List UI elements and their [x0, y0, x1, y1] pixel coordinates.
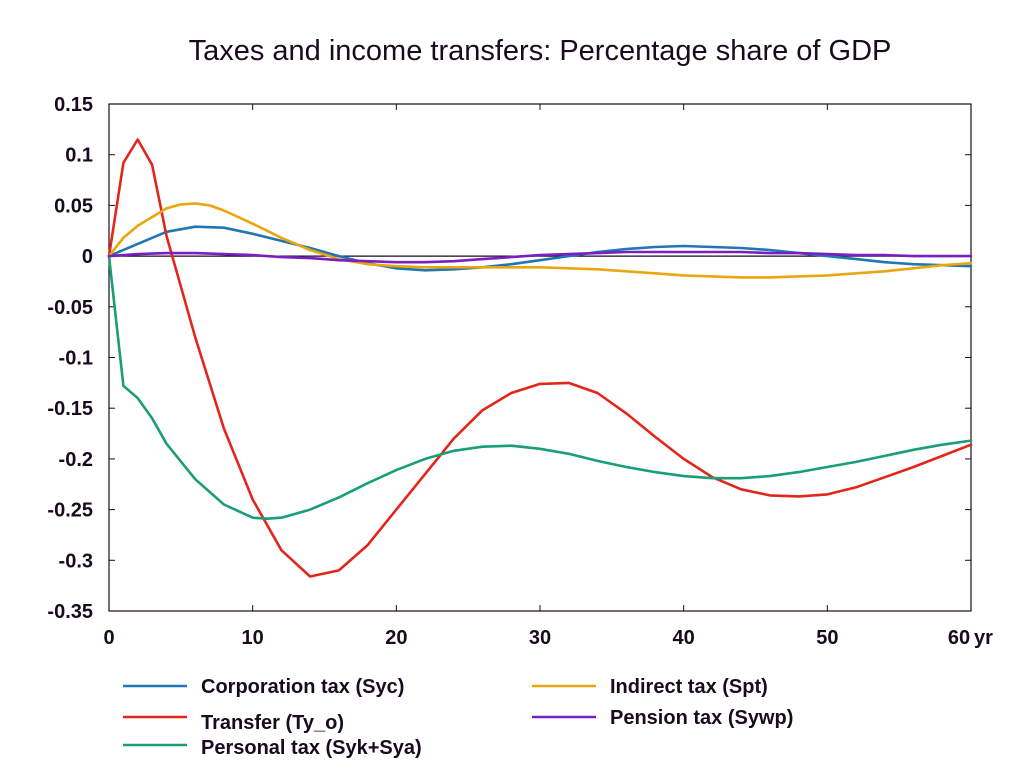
- y-tick-label: -0.2: [59, 449, 93, 471]
- y-tick-label: -0.25: [47, 500, 93, 522]
- chart-series: [107, 138, 973, 578]
- y-tick-label: -0.05: [47, 297, 93, 319]
- y-tick-label: 0.1: [65, 145, 93, 167]
- series-line-2: [107, 138, 973, 578]
- chart-axes: 0.15 0.1 0.05 0 -0.05 -0.1 -0.15 -0.2 -0.25 -0.3 -…: [47, 94, 993, 649]
- legend-label: Corporation tax (Syc): [201, 676, 404, 698]
- x-tick-label: 50: [816, 627, 838, 649]
- y-tick-label: -0.15: [47, 398, 93, 420]
- plot-frame: [108, 103, 972, 612]
- y-tick-label: 0.05: [54, 195, 93, 217]
- legend-label: Pension tax (Sywp): [610, 707, 793, 729]
- series-line-1: [107, 225, 973, 272]
- chart-legend: Corporation tax (Syc) Transfer (Ty_o) Pers…: [123, 676, 793, 759]
- legend-label: Indirect tax (Spt): [610, 676, 768, 698]
- x-tick-label: 0: [103, 627, 114, 649]
- y-tick-label: 0: [82, 246, 93, 268]
- series-line-3: [107, 254, 973, 520]
- chart-title: Taxes and income transfers: Percentage s…: [189, 35, 892, 67]
- y-tick-label: 0.15: [54, 94, 93, 116]
- y-tick-label: -0.1: [59, 348, 93, 370]
- x-tick-label: 40: [673, 627, 695, 649]
- x-tick-label: 60: [948, 627, 970, 649]
- y-tick-label: -0.35: [47, 601, 93, 623]
- y-tick-label: -0.3: [59, 550, 93, 572]
- x-tick-label: 30: [529, 627, 551, 649]
- x-unit-label: yr: [974, 627, 993, 649]
- x-tick-label: 20: [385, 627, 407, 649]
- legend-label: Transfer (Ty_o): [201, 712, 344, 734]
- series-line-4: [107, 202, 973, 279]
- series-line-5: [107, 250, 973, 264]
- legend-label: Personal tax (Syk+Sya): [201, 737, 422, 759]
- x-tick-label: 10: [242, 627, 264, 649]
